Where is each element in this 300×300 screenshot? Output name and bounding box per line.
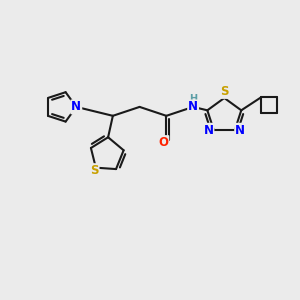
Text: N: N bbox=[71, 100, 81, 113]
Text: H: H bbox=[189, 94, 197, 103]
Text: N: N bbox=[235, 124, 245, 137]
Text: S: S bbox=[90, 164, 99, 177]
Text: O: O bbox=[158, 136, 168, 149]
Text: N: N bbox=[203, 124, 214, 137]
Text: S: S bbox=[220, 85, 229, 98]
Text: N: N bbox=[188, 100, 198, 113]
